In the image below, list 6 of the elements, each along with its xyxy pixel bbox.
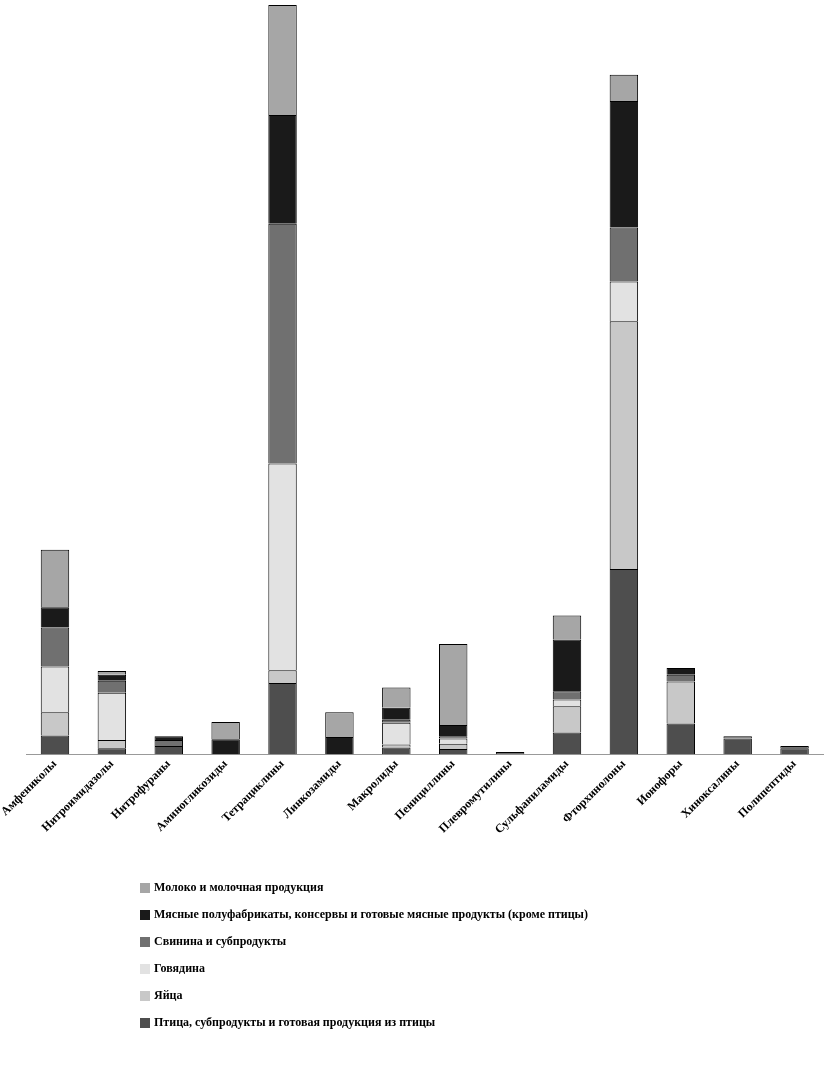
- legend-label: Яйца: [154, 988, 183, 1003]
- legend-label: Свинина и субпродукты: [154, 934, 287, 949]
- legend-label: Молоко и молочная продукция: [154, 880, 324, 895]
- legend-label: Птица, субпродукты и готовая продукция из птицы: [154, 1015, 436, 1030]
- legend-label: Мясные полуфабрикаты, консервы и готовые мясные продукты (кроме птицы): [154, 907, 588, 922]
- legend-label: Говядина: [154, 961, 205, 976]
